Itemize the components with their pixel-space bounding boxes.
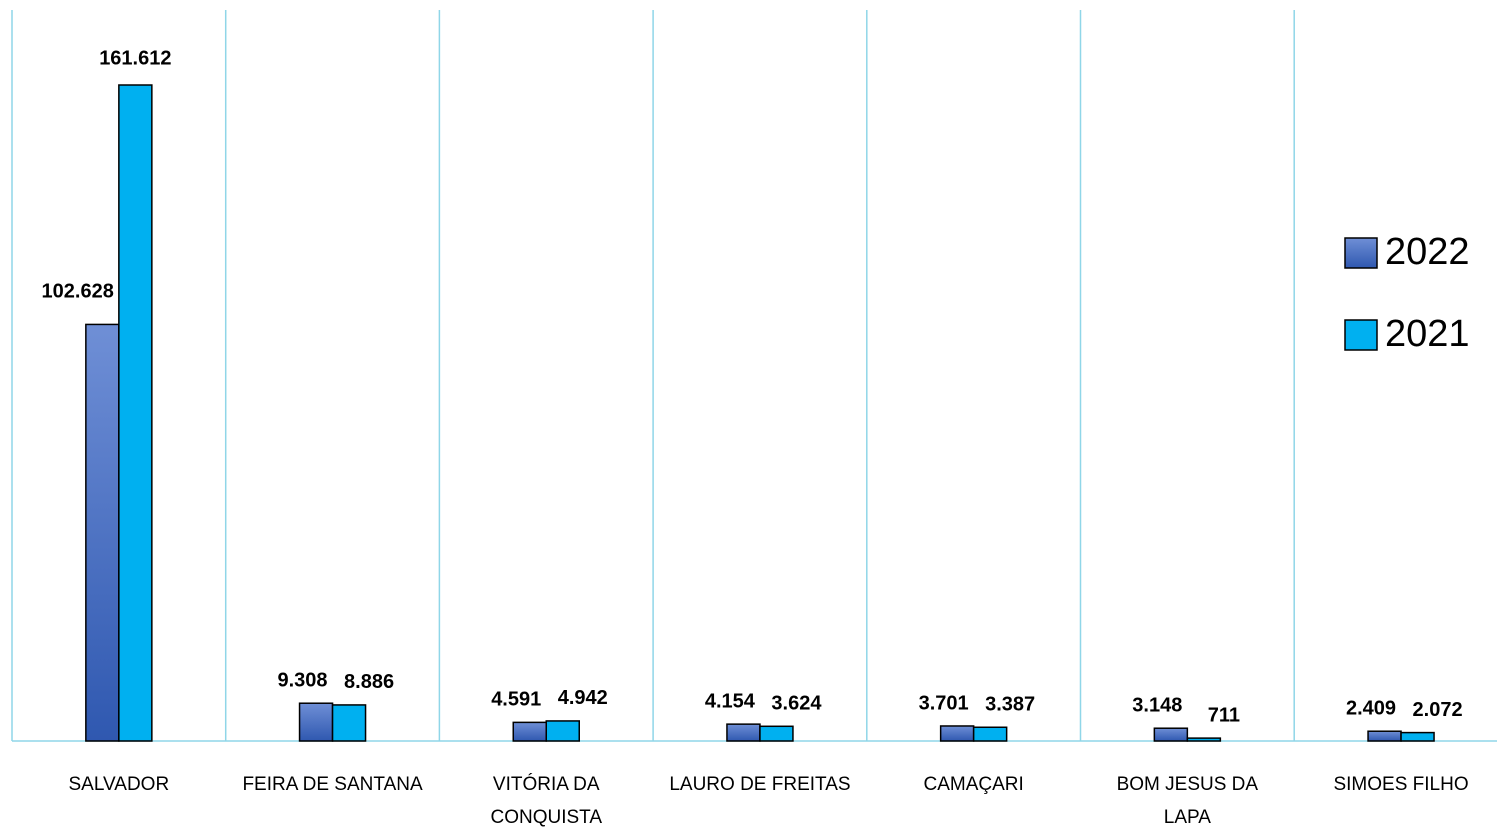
- bar: [85, 323, 120, 742]
- bar: [545, 720, 580, 742]
- bar: [726, 723, 761, 742]
- legend-swatch: [1344, 237, 1378, 269]
- x-tick-label: BOM JESUS DA LAPA: [1117, 774, 1259, 827]
- bar: [1400, 731, 1435, 742]
- bar: [1367, 730, 1402, 742]
- value-label: 9.308: [277, 669, 327, 691]
- bar: [1153, 727, 1189, 742]
- bar: [118, 84, 153, 742]
- legend-label: 2022: [1385, 231, 1470, 273]
- value-label: 161.612: [99, 47, 171, 69]
- x-tick-label: SIMOES FILHO: [1333, 774, 1468, 795]
- value-label: 3.148: [1132, 695, 1182, 717]
- x-tick-label: FEIRA DE SANTANA: [242, 774, 423, 795]
- x-tick-label: CAMAÇARI: [924, 774, 1024, 795]
- value-label: 4.591: [491, 689, 541, 711]
- value-label: 2.072: [1413, 699, 1463, 721]
- bar: [939, 725, 975, 742]
- legend-swatch: [1344, 319, 1378, 351]
- bar: [331, 704, 367, 742]
- bar: [972, 726, 1008, 742]
- value-label: 711: [1208, 704, 1240, 726]
- value-label: 4.942: [558, 687, 608, 709]
- x-tick-label: VITÓRIA DA CONQUISTA: [490, 773, 602, 827]
- x-tick-label: LAURO DE FREITAS: [669, 774, 850, 795]
- value-label: 2.409: [1346, 698, 1396, 720]
- value-label: 3.701: [919, 692, 969, 714]
- bar: [512, 721, 547, 742]
- value-label: 3.387: [985, 694, 1035, 716]
- value-label: 102.628: [42, 281, 114, 303]
- value-label: 4.154: [705, 690, 756, 712]
- bar: [1186, 737, 1222, 742]
- value-label: 8.886: [344, 671, 394, 693]
- legend-label: 2021: [1385, 313, 1470, 355]
- x-tick-label: SALVADOR: [69, 774, 170, 795]
- value-label: 3.624: [771, 693, 822, 715]
- bar: [759, 725, 794, 742]
- bar: [298, 702, 334, 742]
